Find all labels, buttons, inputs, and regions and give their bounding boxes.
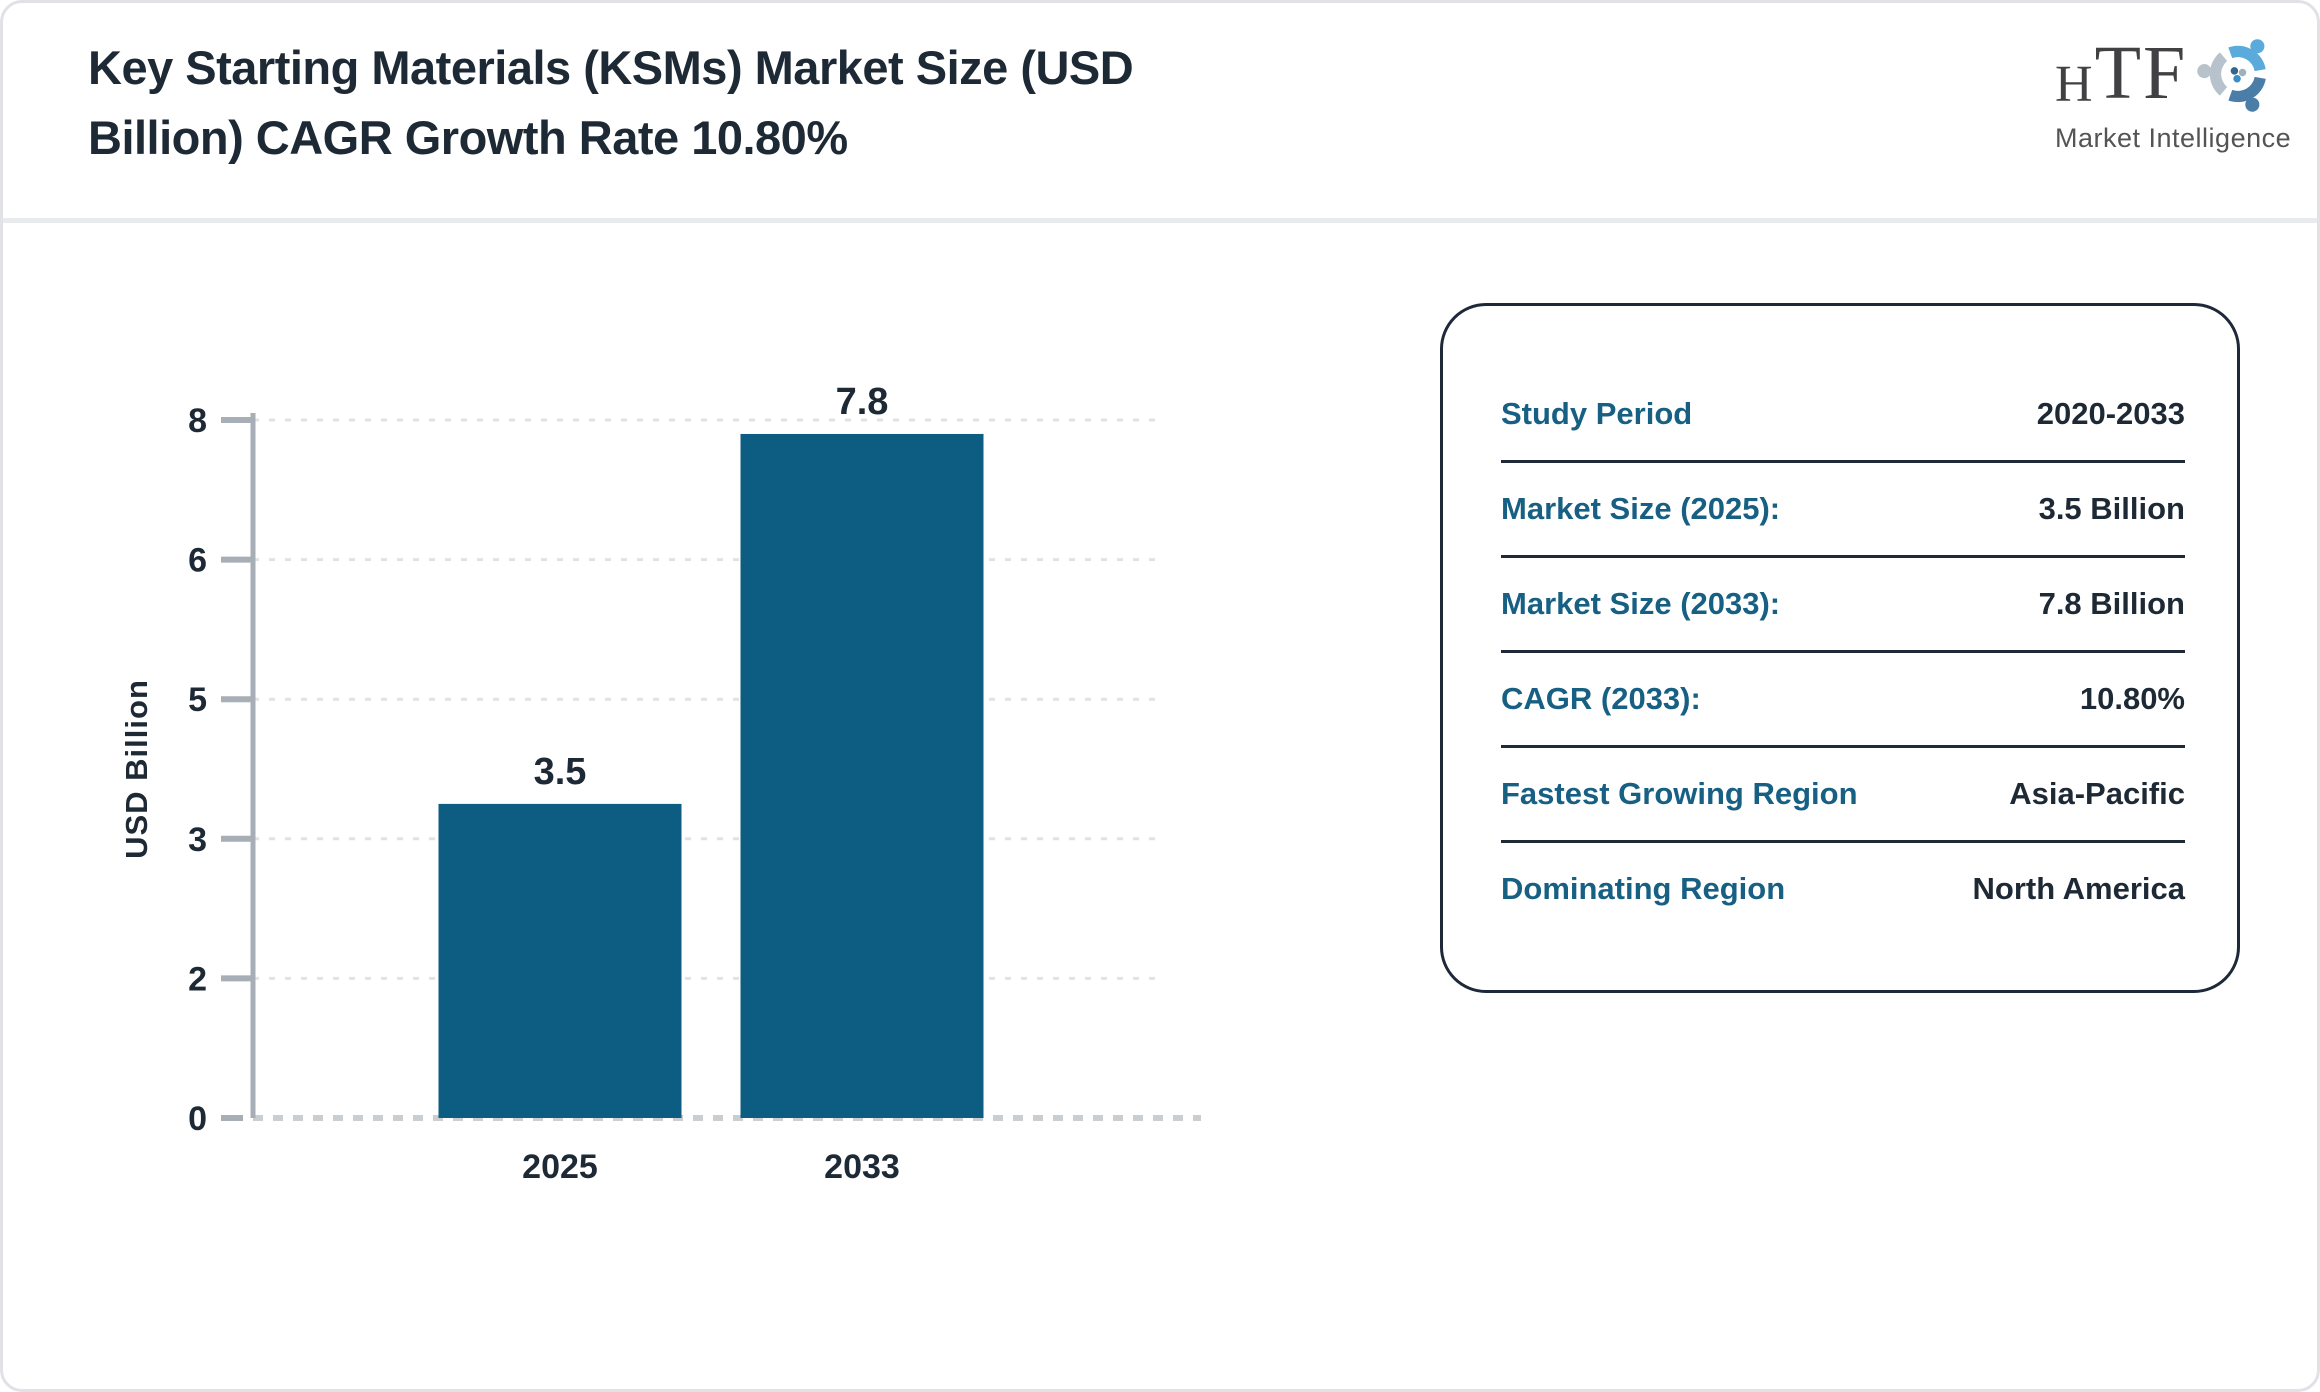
panel-row-label: CAGR (2033): bbox=[1501, 681, 1701, 716]
info-panel-rows: Study Period 2020-2033 Market Size (2025):… bbox=[1501, 368, 2185, 935]
y-tick-label-0: 0 bbox=[188, 1100, 207, 1138]
x-category-label-2033: 2033 bbox=[824, 1148, 900, 1186]
y-tick-label-2: 2 bbox=[188, 960, 207, 998]
panel-row-label: Dominating Region bbox=[1501, 871, 1786, 906]
logo-acronym-tf: TF bbox=[2094, 31, 2188, 115]
bar-2025 bbox=[438, 803, 682, 1118]
y-axis-title: USD Billion bbox=[119, 679, 154, 859]
y-tick-label-8: 8 bbox=[188, 402, 207, 440]
brand-logo: H TF Market Intelligence bbox=[2055, 31, 2291, 154]
y-tick-label-3: 3 bbox=[188, 821, 207, 859]
panel-row-4: CAGR (2033): 10.80% bbox=[1501, 650, 2185, 745]
page-title: Key Starting Materials (KSMs) Market Siz… bbox=[88, 33, 1488, 173]
panel-row-value: 7.8 Billion bbox=[2038, 586, 2185, 621]
panel-row-label: Fastest Growing Region bbox=[1501, 776, 1858, 811]
panel-row-value: North America bbox=[1972, 871, 2185, 906]
x-category-label-2025: 2025 bbox=[522, 1148, 598, 1186]
bar-value-label-2033: 7.8 bbox=[836, 381, 889, 423]
panel-row-label: Market Size (2033): bbox=[1501, 586, 1781, 621]
info-panel: Study Period 2020-2033 Market Size (2025):… bbox=[1440, 303, 2240, 993]
panel-row-1: Study Period 2020-2033 bbox=[1501, 368, 2185, 460]
panel-row-value: 10.80% bbox=[2079, 681, 2185, 716]
panel-row-value: 2020-2033 bbox=[2036, 396, 2185, 431]
panel-row-value: Asia-Pacific bbox=[2009, 776, 2185, 811]
header-divider bbox=[3, 218, 2317, 223]
panel-row-5: Fastest Growing Region Asia-Pacific bbox=[1501, 745, 2185, 840]
logo-acronym: H TF bbox=[2055, 31, 2187, 111]
panel-row-value: 3.5 Billion bbox=[2038, 491, 2185, 526]
page-title-line-1: Key Starting Materials (KSMs) Market Siz… bbox=[88, 41, 1134, 94]
people-swirl-icon bbox=[2197, 39, 2267, 112]
logo-acronym-h: H bbox=[2055, 56, 2095, 113]
panel-row-6: Dominating Region North America bbox=[1501, 840, 2185, 935]
panel-row-2: Market Size (2025): 3.5 Billion bbox=[1501, 460, 2185, 555]
bar-2033 bbox=[740, 433, 984, 1119]
bar-value-label-2025: 3.5 bbox=[534, 751, 587, 793]
y-tick-label-5: 5 bbox=[188, 681, 207, 719]
y-tick-label-6: 6 bbox=[188, 542, 207, 580]
logo-tagline: Market Intelligence bbox=[2055, 123, 2292, 153]
brand-logo-top: H TF bbox=[2055, 31, 2291, 121]
panel-row-label: Market Size (2025): bbox=[1501, 491, 1781, 526]
page-title-line-2: Billion) CAGR Growth Rate 10.80% bbox=[88, 111, 848, 164]
market-size-bar-chart: 0 2 3 5 6 8 USD Billion 3.5 2025 7.8 2033 bbox=[119, 381, 1201, 1186]
panel-row-3: Market Size (2033): 7.8 Billion bbox=[1501, 555, 2185, 650]
panel-row-label: Study Period bbox=[1501, 396, 1693, 431]
